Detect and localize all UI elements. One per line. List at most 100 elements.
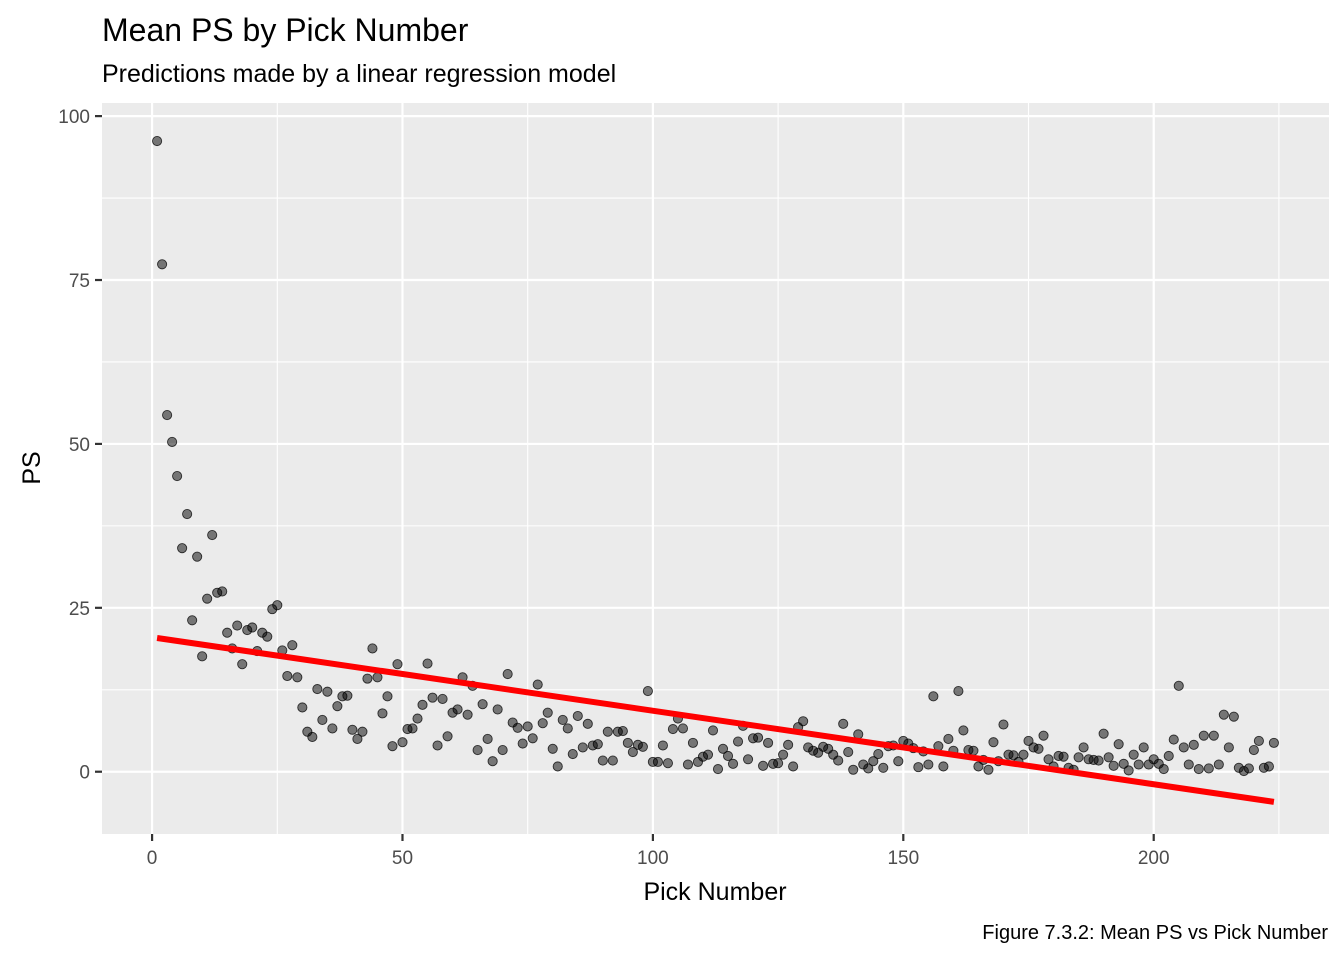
data-point bbox=[943, 733, 954, 744]
data-point bbox=[878, 762, 889, 773]
data-point bbox=[722, 750, 734, 762]
y-tick-label: 25 bbox=[69, 599, 90, 620]
data-point bbox=[422, 658, 433, 669]
data-point bbox=[362, 673, 373, 684]
data-point bbox=[1043, 754, 1054, 765]
data-point bbox=[482, 733, 493, 744]
data-point bbox=[552, 761, 563, 772]
data-point bbox=[1038, 730, 1049, 741]
data-point bbox=[1208, 730, 1219, 741]
data-point bbox=[848, 764, 859, 775]
data-point bbox=[602, 726, 613, 737]
regression-fit bbox=[156, 635, 1275, 805]
x-axis-title: Pick Number bbox=[643, 878, 786, 906]
data-point bbox=[592, 739, 603, 750]
data-point bbox=[562, 723, 573, 734]
data-point bbox=[1198, 730, 1209, 741]
data-point bbox=[577, 742, 588, 753]
data-point bbox=[838, 718, 849, 729]
data-point bbox=[988, 737, 999, 748]
data-point bbox=[537, 718, 548, 729]
data-point bbox=[357, 726, 368, 737]
data-point bbox=[1228, 711, 1239, 722]
data-point bbox=[177, 543, 188, 554]
data-point bbox=[582, 718, 593, 729]
x-axis: 0 50 100 150 200 bbox=[147, 834, 1170, 869]
data-point bbox=[928, 691, 939, 702]
data-point bbox=[347, 724, 358, 735]
major-gridlines bbox=[102, 103, 1329, 834]
data-point bbox=[282, 670, 293, 682]
data-point bbox=[753, 732, 764, 743]
data-point bbox=[873, 748, 884, 760]
data-point bbox=[157, 259, 168, 270]
data-point bbox=[1188, 739, 1199, 750]
data-point bbox=[707, 725, 719, 736]
data-point bbox=[1183, 759, 1194, 770]
data-point bbox=[863, 763, 874, 774]
data-point bbox=[1078, 742, 1089, 753]
data-point bbox=[1173, 680, 1184, 691]
data-point bbox=[1058, 751, 1069, 762]
data-point bbox=[783, 739, 794, 750]
data-point bbox=[743, 754, 754, 765]
data-point bbox=[1108, 760, 1119, 771]
data-point bbox=[342, 690, 353, 701]
data-point bbox=[547, 743, 558, 754]
data-point bbox=[1253, 735, 1264, 746]
data-point bbox=[317, 714, 328, 725]
data-point bbox=[222, 627, 233, 638]
data-point bbox=[1268, 737, 1279, 748]
data-point bbox=[1218, 709, 1229, 720]
data-point bbox=[662, 758, 673, 769]
data-point bbox=[702, 749, 714, 760]
data-point bbox=[773, 758, 784, 769]
data-point bbox=[307, 731, 318, 743]
figure-caption: Figure 7.3.2: Mean PS vs Pick Number bbox=[982, 922, 1328, 944]
minor-gridlines bbox=[102, 103, 1329, 834]
data-point bbox=[237, 659, 248, 670]
data-point bbox=[727, 758, 739, 769]
data-point bbox=[542, 707, 553, 718]
y-axis: 0 25 50 75 100 bbox=[58, 107, 102, 784]
data-point bbox=[202, 593, 213, 604]
data-point bbox=[247, 622, 258, 633]
data-point bbox=[427, 692, 438, 703]
data-point bbox=[262, 631, 273, 642]
data-point bbox=[1243, 763, 1254, 774]
data-point bbox=[452, 704, 463, 715]
data-point bbox=[788, 761, 799, 772]
data-point bbox=[407, 723, 418, 734]
data-point bbox=[637, 741, 648, 752]
data-point bbox=[1123, 765, 1134, 776]
data-points bbox=[152, 135, 1279, 777]
x-tick-label: 150 bbox=[887, 848, 919, 869]
data-point bbox=[502, 668, 513, 680]
data-point bbox=[868, 756, 879, 767]
data-point bbox=[758, 760, 769, 771]
data-point bbox=[567, 748, 578, 760]
data-point bbox=[412, 713, 423, 724]
data-point bbox=[938, 761, 949, 772]
data-point bbox=[1168, 734, 1179, 745]
data-point bbox=[1248, 745, 1259, 756]
data-point bbox=[167, 436, 178, 448]
data-point bbox=[1213, 759, 1224, 770]
data-point bbox=[778, 749, 789, 760]
data-point bbox=[382, 691, 393, 702]
data-point bbox=[687, 737, 699, 748]
data-point bbox=[717, 743, 729, 754]
y-tick-label: 100 bbox=[58, 107, 90, 128]
data-point bbox=[217, 586, 228, 597]
y-tick-label: 50 bbox=[69, 435, 90, 456]
data-point bbox=[232, 620, 243, 631]
data-point bbox=[572, 710, 583, 722]
data-point bbox=[677, 723, 689, 734]
data-point bbox=[152, 135, 163, 147]
data-point bbox=[487, 756, 498, 767]
data-point bbox=[477, 699, 488, 710]
data-point bbox=[517, 738, 528, 749]
data-point bbox=[953, 686, 964, 697]
data-point bbox=[763, 737, 774, 748]
data-point bbox=[497, 745, 508, 756]
